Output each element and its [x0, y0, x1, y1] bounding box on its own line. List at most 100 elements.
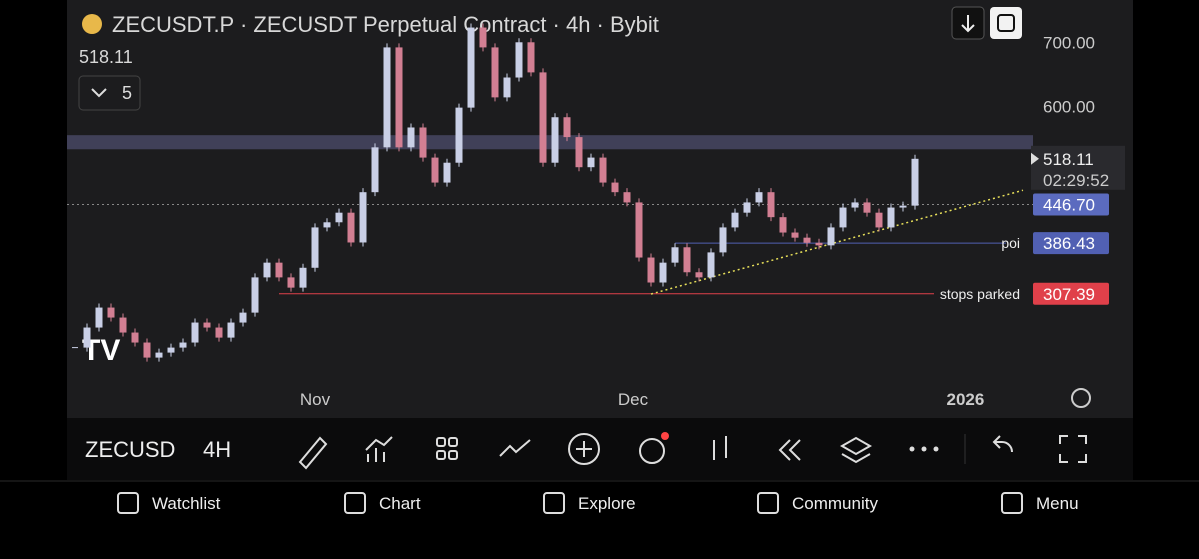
candle	[611, 182, 619, 193]
candle	[647, 257, 655, 283]
x-tick-label: Nov	[300, 390, 331, 409]
candle	[131, 332, 139, 343]
undo-icon[interactable]	[992, 435, 1013, 453]
candle	[563, 117, 571, 138]
nav-item[interactable]: Watchlist	[152, 494, 221, 513]
chart-bg	[67, 0, 1133, 418]
layout-icon[interactable]	[436, 437, 446, 447]
more	[921, 446, 927, 452]
toolbar-symbol[interactable]: ZECUSD	[85, 437, 175, 462]
candle	[659, 262, 667, 283]
price-label-bg	[1033, 282, 1109, 305]
nav-icon[interactable]	[757, 492, 779, 514]
candle	[347, 212, 355, 243]
candle	[167, 347, 175, 353]
icon	[961, 15, 975, 33]
candle	[287, 277, 295, 288]
countdown: 02:29:52	[1043, 171, 1109, 190]
candle	[203, 322, 211, 328]
candle	[323, 222, 331, 228]
candle	[227, 322, 235, 338]
candle	[311, 227, 319, 268]
badge	[661, 432, 669, 440]
candle	[587, 157, 595, 168]
layout-icon	[448, 450, 458, 460]
candle	[503, 77, 511, 98]
candle	[875, 212, 883, 228]
price-label: 446.70	[1043, 196, 1095, 215]
last-price: 518.11	[79, 47, 133, 67]
last-price-bg	[1031, 145, 1125, 190]
candle	[83, 327, 91, 348]
candle	[335, 212, 343, 223]
candle	[515, 42, 523, 78]
title: ZECUSDT.P · ZECUSDT Perpetual Contract ·…	[112, 12, 659, 37]
y-tick-label: 600.00	[1043, 97, 1095, 116]
level-name: poi	[1001, 235, 1020, 251]
level-name: stops parked	[940, 286, 1020, 302]
toolbar-interval[interactable]: 4H	[203, 437, 231, 462]
candle	[827, 227, 835, 246]
candle	[179, 342, 187, 348]
replay-icon[interactable]	[778, 439, 801, 461]
compare-icon[interactable]	[499, 439, 531, 457]
candle	[263, 262, 271, 278]
nav-item[interactable]: Chart	[379, 494, 421, 513]
candle	[779, 217, 787, 233]
draw-icon[interactable]	[298, 436, 328, 470]
candle	[215, 327, 223, 338]
add-icon	[576, 441, 592, 457]
nav-icon[interactable]	[344, 492, 366, 514]
nav-item[interactable]: Menu	[1036, 494, 1079, 513]
layout-icon	[448, 437, 458, 447]
nav-icon[interactable]	[117, 492, 139, 514]
candle	[851, 202, 859, 208]
candle	[359, 192, 367, 243]
indicators-icon[interactable]	[365, 436, 393, 462]
candle	[623, 192, 631, 203]
candle	[395, 47, 403, 148]
nav-item[interactable]: Explore	[578, 494, 636, 513]
candle	[299, 267, 307, 288]
layers-icon[interactable]	[839, 436, 873, 464]
nav-item[interactable]: Community	[792, 494, 878, 513]
nav-icon[interactable]	[1001, 492, 1023, 514]
add-icon[interactable]	[568, 433, 600, 465]
candle	[911, 158, 919, 206]
indicator-toggle[interactable]	[78, 75, 141, 111]
alert-icon[interactable]	[639, 438, 665, 464]
candle	[695, 272, 703, 278]
candle	[155, 352, 163, 358]
fullscreen-icon[interactable]	[1059, 435, 1087, 463]
candle	[371, 147, 379, 193]
candle	[803, 237, 811, 243]
candle	[107, 307, 115, 318]
candle	[635, 202, 643, 258]
toolbar-icons	[298, 433, 1087, 470]
fullscreen-btn[interactable]	[990, 7, 1022, 39]
candle	[467, 27, 475, 108]
more[interactable]	[909, 446, 915, 452]
candle	[455, 107, 463, 163]
candle	[491, 47, 499, 98]
candle	[839, 207, 847, 228]
candle	[683, 247, 691, 273]
candle	[191, 322, 199, 343]
candle	[431, 157, 439, 183]
candle	[719, 227, 727, 253]
candle	[479, 27, 487, 48]
zone	[67, 135, 1033, 150]
coin-icon	[82, 14, 102, 34]
candles-icon[interactable]	[713, 436, 727, 460]
settings-icon[interactable]	[1071, 388, 1091, 408]
last-price-marker	[1031, 152, 1039, 165]
candle	[251, 277, 259, 313]
candle	[767, 192, 775, 218]
trendline	[650, 189, 1024, 295]
icon	[997, 14, 1015, 32]
nav-icon[interactable]	[543, 492, 565, 514]
candle	[791, 232, 799, 238]
y-tick-label: 700.00	[1043, 33, 1095, 52]
candle	[527, 42, 535, 73]
